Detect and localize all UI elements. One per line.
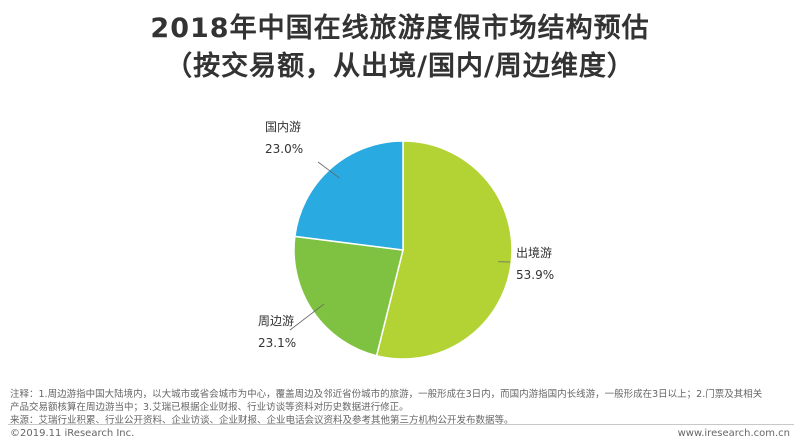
pie-slice (293, 235, 404, 357)
slice-value-label: 23.0% (265, 142, 303, 156)
leader-line (317, 161, 340, 179)
chart-title-line2: （按交易额，从出境/国内/周边维度） (165, 51, 635, 82)
website-url: www.iresearch.com.cn (677, 428, 790, 439)
footer-divider (8, 424, 794, 425)
pie-slice (375, 140, 513, 360)
chart-title-line1: 2018年中国在线旅游度假市场结构预估 (150, 13, 650, 44)
pie-slices (293, 140, 513, 360)
slice-label: 国内游 (265, 120, 301, 134)
slice-label: 出境游 (516, 245, 552, 260)
notes-block: 注释：1.周边游指中国大陆境内，以大城市或省会城市为中心，覆盖周边及邻近省份城市… (10, 388, 795, 427)
slice-labels: 出境游 53.9% 周边游 23.1% 国内游 23.0% (258, 120, 554, 350)
leader-lines (289, 161, 511, 331)
leader-line (289, 303, 325, 331)
note-line-2: 产品交易额核算在周边游当中；3.艾瑞已根据企业财报、行业访谈等资料对历史数据进行… (10, 402, 409, 413)
slice-label: 周边游 (258, 314, 294, 328)
copyright-text: ©2019.11 iResearch Inc. (10, 428, 135, 439)
note-line-1: 注释：1.周边游指中国大陆境内，以大城市或省会城市为中心，覆盖周边及邻近省份城市… (10, 389, 763, 400)
slice-value-label: 53.9% (516, 268, 554, 282)
pie-slice (294, 140, 404, 251)
slice-value-label: 23.1% (258, 336, 296, 350)
source-line: 来源：艾瑞行业积累、行业公开资料、企业访谈、企业财报、企业电话会议资料及参考其他… (10, 415, 514, 426)
